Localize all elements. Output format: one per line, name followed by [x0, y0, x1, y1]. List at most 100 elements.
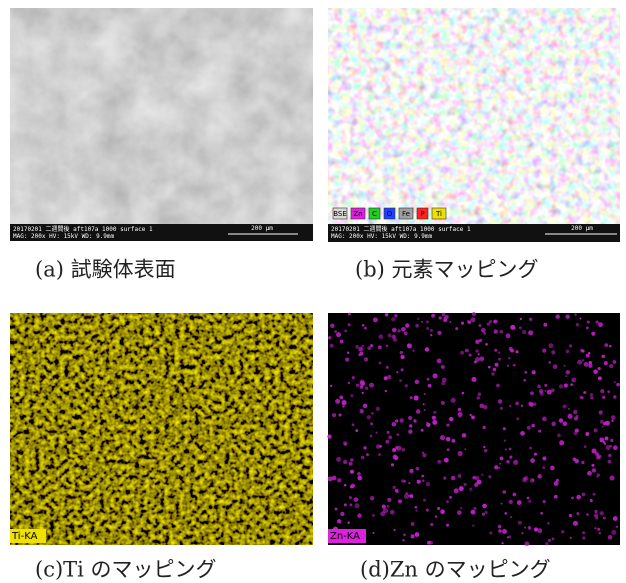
zn-dot [464, 448, 466, 450]
zn-dot [401, 479, 404, 482]
figure: 20170201 二週間後 aft107a 1000 surface 1 MAG… [0, 0, 626, 583]
zn-dot [341, 400, 346, 405]
zn-dot [356, 384, 359, 387]
zn-dot [348, 313, 351, 316]
zn-dot [387, 431, 390, 434]
zn-dot [376, 407, 380, 411]
zn-dot [586, 327, 589, 330]
zn-dot [432, 420, 437, 425]
legend-label: BSE [333, 210, 347, 218]
zn-dot [483, 332, 486, 335]
caption: (c)Ti のマッピング [35, 558, 217, 582]
zn-dot [335, 399, 340, 404]
zn-dot [365, 386, 368, 389]
zn-dot [388, 333, 392, 337]
zn-dot [410, 396, 413, 399]
zn-dot [357, 513, 361, 517]
sem-image [10, 8, 313, 241]
zn-dot [348, 382, 350, 384]
zn-dot [437, 460, 441, 464]
zn-dot [471, 510, 476, 515]
panel-d: Zn-KA (d)Zn のマッピング [327, 312, 620, 582]
zn-dot [613, 445, 618, 450]
zn-dot [458, 408, 461, 411]
zn-dot [370, 344, 373, 347]
zn-dot [385, 390, 387, 392]
zn-dot [500, 407, 503, 410]
zn-dot [574, 417, 578, 421]
zn-dot [577, 360, 582, 365]
zn-dot [548, 361, 550, 363]
zn-dot [479, 356, 484, 361]
zn-dot [464, 483, 467, 486]
zn-dot [472, 476, 475, 479]
zn-dot [415, 510, 417, 512]
zn-dot [604, 343, 608, 347]
zn-dot [460, 351, 464, 355]
zn-dot [548, 343, 553, 348]
zn-dot [349, 462, 353, 466]
zn-dot [593, 369, 598, 374]
zn-dot [504, 512, 507, 515]
element-tag: Ti-KA [11, 531, 38, 542]
zn-dot [547, 522, 549, 524]
panel-b: 20170201 二週間後 aft107a 1000 surface 1 MAG… [328, 8, 620, 282]
zn-dot [604, 436, 608, 440]
zn-dot [446, 437, 451, 442]
zn-dot [609, 475, 614, 480]
zn-dot [474, 483, 478, 487]
zn-dot [390, 510, 395, 515]
zn-dot [520, 431, 525, 436]
zn-dot [573, 410, 577, 414]
zn-dot [531, 424, 535, 428]
zn-dot [468, 353, 471, 356]
zn-dot [500, 330, 503, 333]
zn-dot [437, 331, 441, 335]
zn-dot [513, 364, 515, 366]
zn-dot [573, 457, 577, 461]
zn-dot [347, 521, 350, 524]
element-tag: Zn-KA [330, 531, 360, 542]
zn-dot [414, 506, 417, 509]
zn-dot [426, 423, 430, 427]
zn-dot [431, 314, 435, 318]
zn-dot [458, 412, 463, 417]
zn-dot [441, 381, 445, 385]
zn-dot [409, 494, 413, 498]
zn-dot [614, 381, 616, 383]
zn-dot [525, 541, 530, 546]
zn-dot [386, 366, 389, 369]
zn-dot [600, 389, 604, 393]
zn-dot [367, 346, 371, 350]
zn-dot [395, 446, 398, 449]
zn-dot [387, 375, 391, 379]
zn-dot [585, 432, 589, 436]
zn-dot [362, 345, 364, 347]
zn-dot [556, 479, 559, 482]
zn-dot [430, 334, 432, 336]
zn-dot [587, 471, 592, 476]
zn-dot [459, 486, 464, 491]
zn-dot [443, 318, 447, 322]
zn-dot [481, 328, 486, 333]
zn-dot [583, 391, 585, 393]
zn-dot [444, 458, 449, 463]
zn-dot [521, 532, 523, 534]
zn-dot [417, 480, 421, 484]
zn-dot [369, 383, 374, 388]
zn-dot [527, 497, 530, 500]
zn-dot [596, 476, 598, 478]
zn-dot [568, 414, 573, 419]
zn-dot [409, 469, 413, 473]
zn-dot [589, 361, 592, 364]
zn-dot [568, 408, 570, 410]
zn-dot [413, 419, 416, 422]
zn-dot [347, 352, 349, 354]
zn-dot [372, 514, 375, 517]
zn-dot [582, 536, 585, 539]
zn-dot [607, 390, 610, 393]
zn-dot [491, 372, 494, 375]
zn-dot [584, 445, 587, 448]
info-line: 20170201 二週間後 aft107a 1000 surface 1 [331, 225, 471, 233]
zn-dot [370, 496, 374, 500]
